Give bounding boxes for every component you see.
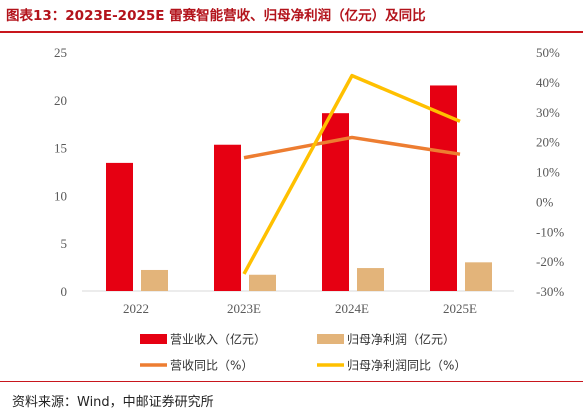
source-note: 资料来源：Wind，中邮证券研究所 (12, 395, 214, 410)
legend-swatch-profit (317, 334, 344, 344)
x-tick-label: 2024E (335, 301, 369, 316)
y-right-tick-label: -30% (536, 284, 564, 299)
x-tick-label: 2025E (443, 301, 477, 316)
y-left-tick-label: 15 (54, 141, 67, 156)
y-left-tick-label: 20 (54, 93, 67, 108)
chart-area: 0 5 10 15 20 25 -30% -20% -10% 0% 10% 20% 30% 40% 50% 2… (54, 45, 564, 373)
profit-bar (249, 274, 276, 291)
title-rule (0, 31, 583, 33)
y-right-tick-label: -20% (536, 254, 564, 269)
y-right-tick-label: 50% (536, 45, 560, 60)
y-right-tick-label: -10% (536, 224, 564, 239)
x-tick-label: 2023E (227, 301, 261, 316)
y-right-tick-label: 20% (536, 135, 560, 150)
revenue-bar (106, 162, 133, 291)
profit-bar (465, 262, 492, 291)
y-left-tick-label: 10 (54, 188, 67, 203)
legend-label: 营业收入（亿元） (170, 332, 266, 347)
revenue-bar (430, 85, 457, 292)
y-left-tick-label: 25 (54, 45, 67, 60)
source-rule (0, 381, 583, 382)
x-tick-label: 2022 (123, 301, 149, 316)
chart-legend: 营业收入（亿元） 归母净利润（亿元） 营收同比（%） 归母净利润同比（%） (140, 332, 466, 373)
legend-swatch-revenue (140, 334, 167, 344)
y-right-tick-label: 40% (536, 75, 560, 90)
revenue-yoy-line (243, 135, 461, 160)
y-left-tick-label: 5 (61, 236, 68, 251)
y-right-tick-label: 0% (536, 194, 554, 209)
legend-label: 营收同比（%） (170, 359, 253, 373)
profit-yoy-line (242, 73, 461, 275)
profit-bar (141, 269, 168, 291)
legend-label: 归母净利润同比（%） (347, 359, 466, 373)
y-right-tick-label: 30% (536, 105, 560, 120)
y-left-tick-label: 0 (61, 284, 68, 299)
y-right-tick-label: 10% (536, 165, 560, 180)
chart-lines (242, 73, 461, 275)
revenue-bar (214, 144, 241, 291)
chart-bars (106, 85, 492, 292)
chart-ticks: 0 5 10 15 20 25 -30% -20% -10% 0% 10% 20% 30% 40% 50% 2… (54, 45, 564, 316)
legend-label: 归母净利润（亿元） (347, 332, 455, 347)
profit-bar (357, 268, 384, 291)
chart-title: 图表13：2023E-2025E 雷赛智能营收、归母净利润（亿元）及同比 (6, 8, 426, 24)
